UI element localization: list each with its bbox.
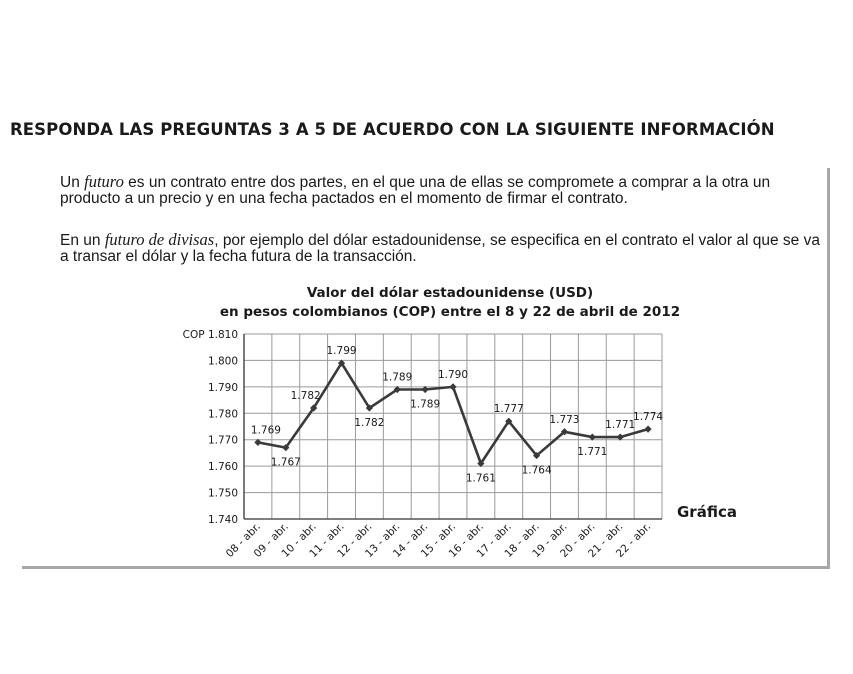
data-label: 1.789 <box>382 372 412 384</box>
data-label: 1.771 <box>577 446 607 458</box>
y-tick-label: 1.750 <box>208 488 238 500</box>
y-tick-label: 1.780 <box>208 408 238 420</box>
paragraph-futuro-divisas: En un futuro de divisas, por ejemplo del… <box>60 230 830 265</box>
data-label: 1.764 <box>522 465 552 477</box>
data-point <box>560 428 569 436</box>
data-label: 1.777 <box>494 403 524 415</box>
data-point <box>282 444 290 452</box>
data-point <box>644 425 652 433</box>
y-tick-label: 1.760 <box>208 461 238 473</box>
y-tick-label: 1.740 <box>208 514 238 526</box>
data-point <box>365 404 373 412</box>
p2-post: , por ejemplo del dólar estadounidense, … <box>60 232 820 265</box>
p1-post: es un contrato entre dos partes, en el q… <box>60 174 771 207</box>
data-label: 1.773 <box>549 414 579 426</box>
data-point <box>616 433 624 441</box>
section-heading: RESPONDA LAS PREGUNTAS 3 A 5 DE ACUERDO … <box>10 120 775 139</box>
data-point <box>533 451 541 460</box>
data-point <box>477 459 485 468</box>
data-point <box>337 359 346 367</box>
y-tick-label: COP 1.810 <box>183 329 238 341</box>
data-label: 1.771 <box>605 419 635 431</box>
paragraph-futuro: Un futuro es un contrato entre dos parte… <box>60 172 830 207</box>
data-label: 1.790 <box>438 369 468 381</box>
p1-term: futuro <box>84 172 124 191</box>
info-panel <box>22 168 830 569</box>
data-point <box>254 438 262 446</box>
data-point <box>310 404 318 412</box>
figure-label: Gráfica <box>677 503 737 521</box>
data-label: 1.767 <box>271 457 301 469</box>
data-point <box>588 433 596 441</box>
data-point <box>421 385 429 394</box>
data-label: 1.782 <box>291 390 321 402</box>
chart-subtitle: en pesos colombianos (COP) entre el 8 y … <box>219 304 681 320</box>
data-point <box>449 383 457 391</box>
y-tick-label: 1.800 <box>208 355 238 367</box>
data-point <box>505 417 513 425</box>
p2-term: futuro de divisas <box>104 230 215 249</box>
data-point <box>393 385 401 394</box>
data-label: 1.761 <box>466 473 496 485</box>
y-tick-label: 1.770 <box>208 435 238 447</box>
data-label: 1.782 <box>354 417 384 429</box>
p2-pre: En un <box>60 232 105 249</box>
data-label: 1.774 <box>633 411 663 423</box>
data-label: 1.789 <box>410 399 440 411</box>
data-label: 1.769 <box>251 424 281 436</box>
p1-pre: Un <box>60 174 85 191</box>
data-label: 1.799 <box>327 345 357 357</box>
y-tick-label: 1.790 <box>208 382 238 394</box>
chart-title: Valor del dólar estadounidense (USD) <box>306 285 594 301</box>
